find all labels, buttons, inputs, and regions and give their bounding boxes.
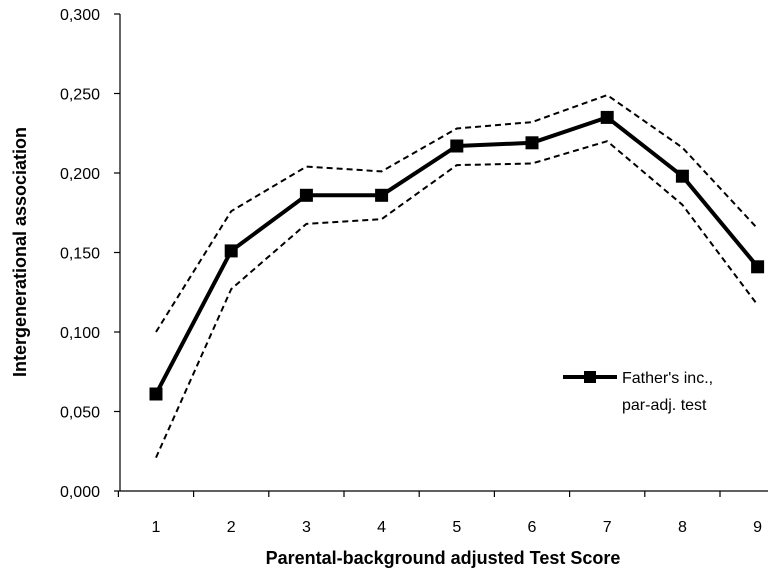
x-tick-label: 8 (678, 519, 687, 536)
x-tick-label: 6 (528, 519, 537, 536)
legend: Father's inc., par-adj. test (563, 370, 713, 414)
x-axis-title: Parental-background adjusted Test Score (266, 548, 621, 568)
x-tick-label: 7 (603, 519, 612, 536)
data-point-marker (525, 136, 539, 150)
series-line (154, 115, 760, 395)
data-point-marker (149, 387, 163, 401)
data-point-marker (600, 110, 614, 124)
legend-marker (584, 371, 596, 383)
y-axis-title: Intergenerational association (10, 127, 30, 377)
series-layer (149, 94, 765, 459)
y-tick-label: 0,250 (60, 87, 100, 104)
data-point-marker (751, 260, 765, 274)
y-tick-label: 0,200 (60, 166, 100, 183)
data-point-marker (375, 188, 389, 202)
x-tick-label: 1 (152, 519, 161, 536)
y-ticks: 0,000 0,050 0,100 0,150 0,200 0,250 0,300 (60, 7, 120, 501)
x-tick-label: 5 (452, 519, 461, 536)
x-tick-label: 4 (377, 519, 386, 536)
x-tick-label: 3 (302, 519, 311, 536)
legend-label-line-2: par-adj. test (622, 397, 707, 414)
upper-bound-line (155, 94, 759, 333)
lower-bound-line (155, 140, 759, 459)
legend-label-line-1: Father's inc., (622, 370, 713, 387)
y-tick-label: 0,050 (60, 405, 100, 422)
x-tick-label: 9 (753, 519, 762, 536)
x-tick-label: 2 (227, 519, 236, 536)
y-tick-label: 0,100 (60, 325, 100, 342)
y-tick-label: 0,000 (60, 484, 100, 501)
data-point-marker (675, 169, 689, 183)
data-point-marker (450, 139, 464, 153)
x-ticks: 1 2 3 4 5 6 7 8 9 (117, 491, 762, 536)
data-point-marker (299, 188, 313, 202)
data-point-marker (224, 244, 238, 258)
y-tick-label: 0,150 (60, 246, 100, 263)
y-tick-label: 0,300 (60, 7, 100, 24)
